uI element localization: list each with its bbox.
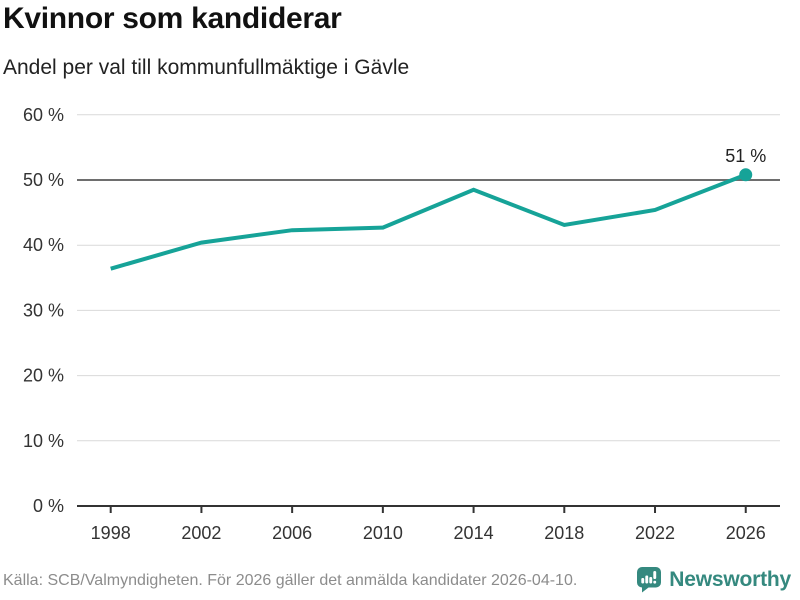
newsworthy-bubble-chart-icon xyxy=(637,567,662,593)
y-tick-label: 30 % xyxy=(23,300,64,320)
y-tick-label: 20 % xyxy=(23,366,64,386)
x-tick-label: 2014 xyxy=(454,523,494,543)
newsworthy-wordmark: Newsworthy xyxy=(669,567,791,591)
newsworthy-logo: Newsworthy xyxy=(636,566,791,593)
x-tick-label: 2022 xyxy=(635,523,675,543)
x-tick-label: 2018 xyxy=(544,523,584,543)
source-note: Källa: SCB/Valmyndigheten. För 2026 gäll… xyxy=(3,572,578,589)
page-subtitle: Andel per val till kommunfullmäktige i G… xyxy=(3,56,410,79)
end-point-label: 51 % xyxy=(725,146,766,166)
y-tick-label: 40 % xyxy=(23,235,64,255)
trend-line xyxy=(110,172,747,271)
end-point-dot xyxy=(739,168,753,182)
y-tick-label: 50 % xyxy=(23,170,64,190)
x-tick-label: 2002 xyxy=(181,523,221,543)
x-tick-label: 2026 xyxy=(726,523,766,543)
y-tick-label: 0 % xyxy=(33,496,64,516)
x-tick-label: 2010 xyxy=(363,523,403,543)
y-tick-label: 60 % xyxy=(23,105,64,125)
y-tick-label: 10 % xyxy=(23,431,64,451)
x-tick-label: 1998 xyxy=(91,523,131,543)
page-title: Kvinnor som kandiderar xyxy=(3,2,342,35)
x-tick-label: 2006 xyxy=(272,523,312,543)
